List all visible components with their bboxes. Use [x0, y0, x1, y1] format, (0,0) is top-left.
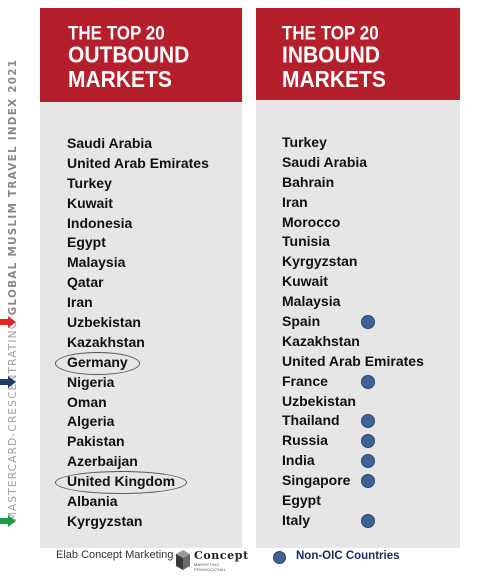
inbound-list-item: Uzbekistan — [282, 392, 356, 409]
source-credit: Elab Concept Marketing — [56, 549, 174, 561]
outbound-list-item: Indonesia — [67, 214, 133, 231]
outbound-list-item: Turkey — [67, 174, 112, 191]
outbound-list-item: Algeria — [67, 413, 115, 430]
outbound-title-line3: MARKETS — [68, 67, 172, 93]
outbound-list-item: Germany — [67, 353, 128, 370]
side-label-prefix: MASTERCARD-CRESCENTRATING — [7, 315, 19, 522]
inbound-list: Turkey Saudi Arabia Bahrain Iran Morocco Tuni… — [282, 133, 424, 531]
side-label: MASTERCARD-CRESCENTRATING GLOBAL MUSLIM … — [7, 40, 27, 540]
outbound-list-item: Egypt — [67, 234, 106, 251]
outbound-title-line2: OUTBOUND — [68, 42, 190, 69]
outbound-title-line1: THE TOP 20 — [68, 22, 165, 44]
inbound-title-line2: INBOUND — [282, 42, 380, 69]
outbound-list-item: Qatar — [67, 274, 104, 291]
outbound-header: THE TOP 20 OUTBOUND MARKETS — [40, 8, 242, 102]
non-oic-dot-icon — [361, 414, 375, 429]
outbound-list-item: United Arab Emirates — [67, 154, 209, 171]
inbound-panel: THE TOP 20 INBOUND MARKETS Turkey Saudi A… — [256, 8, 460, 548]
outbound-list-item: Pakistan — [67, 433, 125, 450]
side-label-bold: GLOBAL MUSLIM TRAVEL INDEX 2021 — [7, 58, 19, 316]
non-oic-dot-icon — [361, 315, 375, 330]
outbound-list-item: Kuwait — [67, 194, 113, 211]
inbound-list-item: Egypt — [282, 492, 321, 509]
inbound-list-item: Russia — [282, 432, 328, 449]
inbound-list-item: Tunisia — [282, 233, 330, 250]
inbound-list-item: Kuwait — [282, 273, 328, 290]
inbound-list-item: Morocco — [282, 213, 341, 230]
inbound-list-item: Spain — [282, 313, 321, 330]
outbound-list-item: Saudi Arabia — [67, 135, 153, 151]
inbound-list-item: Thailand — [282, 412, 340, 429]
inbound-title-line1: THE TOP 20 — [282, 22, 379, 44]
inbound-header: THE TOP 20 INBOUND MARKETS — [256, 8, 460, 100]
outbound-panel: THE TOP 20 OUTBOUND MARKETS Saudi Arabia… — [40, 8, 242, 548]
non-oic-dot-icon — [361, 513, 375, 528]
arrow-icon — [0, 316, 16, 329]
inbound-list-item: Kazakhstan — [282, 332, 360, 349]
outbound-list: Saudi Arabia United Arab Emirates Turkey Ku… — [67, 134, 209, 532]
inbound-list-item: Turkey — [282, 134, 327, 150]
inbound-title-line3: MARKETS — [282, 67, 386, 93]
outbound-list-item: Malaysia — [67, 254, 126, 271]
inbound-list-item: Malaysia — [282, 293, 341, 310]
legend-label: Non-OIC Countries — [296, 550, 400, 562]
inbound-list-item: Italy — [282, 511, 311, 528]
non-oic-dot-icon — [361, 434, 375, 449]
outbound-list-item: Kazakhstan — [67, 333, 145, 350]
outbound-list-item: Nigeria — [67, 373, 115, 390]
inbound-list-item: United Arab Emirates — [282, 352, 424, 369]
inbound-list-item: Bahrain — [282, 173, 335, 190]
outbound-list-item: Oman — [67, 393, 107, 410]
inbound-list-item: France — [282, 372, 328, 389]
concept-logo: Concept MARKETING PROMOCIONAL — [175, 549, 250, 572]
cube-logo-icon — [176, 550, 190, 570]
outbound-list-item: Kyrgyzstan — [67, 512, 143, 529]
inbound-title: INBOUND MARKETS — [282, 42, 386, 93]
outbound-list-item: United Kingdom — [67, 473, 176, 490]
arrow-icon — [0, 375, 16, 388]
outbound-list-item: Albania — [67, 493, 118, 510]
outbound-list-item: Azerbaijan — [67, 453, 138, 470]
non-oic-dot-icon — [361, 474, 375, 489]
legend-dot-icon — [273, 551, 286, 564]
logo-name: Concept — [194, 549, 249, 562]
outbound-list-item: Iran — [67, 294, 93, 311]
inbound-list-item: Saudi Arabia — [282, 153, 368, 170]
arrow-icon — [0, 514, 16, 527]
outbound-list-item: Uzbekistan — [67, 314, 141, 331]
non-oic-dot-icon — [361, 374, 375, 389]
inbound-list-item: Iran — [282, 193, 308, 210]
inbound-list-item: Kyrgyzstan — [282, 253, 358, 270]
inbound-list-item: Singapore — [282, 472, 351, 489]
outbound-title: OUTBOUND MARKETS — [68, 42, 190, 93]
logo-subtitle: MARKETING PROMOCIONAL — [194, 562, 227, 572]
inbound-list-item: India — [282, 452, 315, 469]
non-oic-dot-icon — [361, 454, 375, 469]
